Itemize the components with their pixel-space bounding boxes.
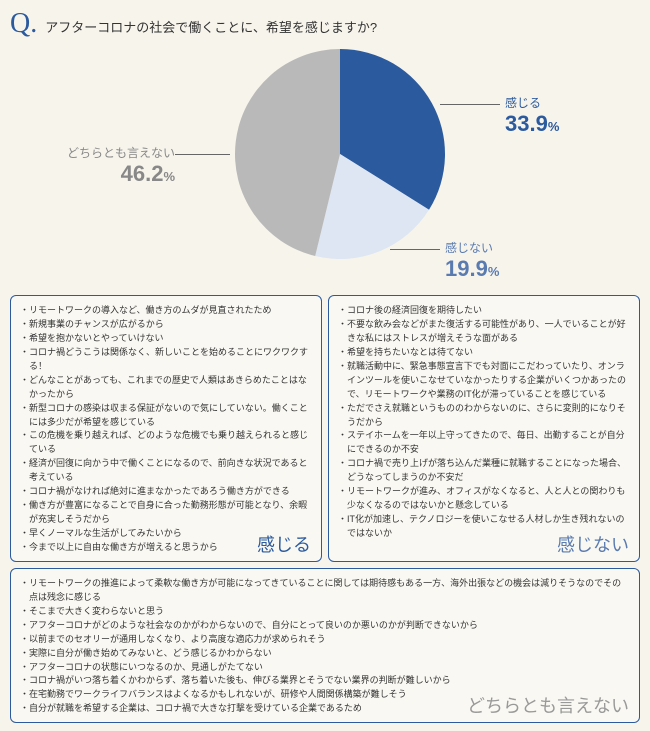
list-item: コロナ禍がなければ絶対に進まなかったであろう働き方ができる [21, 485, 311, 499]
list-feel: リモートワークの導入など、働き方のムダが見直されたため新規事業のチャンスが広がる… [21, 304, 311, 555]
leader-line [440, 104, 500, 105]
list-item: コロナ後の経済回復を期待したい [339, 304, 629, 318]
box-not: コロナ後の経済回復を期待したい不要な飲み会などがまた復活する可能性があり、一人で… [328, 295, 640, 562]
list-item: 希望を抱かないとやっていけない [21, 332, 311, 346]
pct-suffix: % [548, 119, 560, 134]
list-item: 新型コロナの感染は収まる保証がないので気にしていない。働くことには多少だが希望を… [21, 402, 311, 430]
box-neither: リモートワークの推進によって柔軟な働き方が可能になってきていることに関しては期待… [10, 568, 640, 723]
callout-feel-name: 感じる [505, 94, 559, 111]
callout-neither-name: どちらとも言えない [60, 144, 175, 161]
pct-suffix: % [488, 264, 500, 279]
list-item: ただでさえ就職というもののわからないのに、さらに変則的になりそうだから [339, 402, 629, 430]
list-item: ステイホームを一年以上守ってきたので、毎日、出勤することが自分にできるのか不安 [339, 429, 629, 457]
list-item: 就職活動中に、緊急事態宣言下でも対面にこだわっていたり、オンラインツールを使いこ… [339, 360, 629, 402]
list-item: 経済が回復に向かう中で働くことになるので、前向きな状況であると考えている [21, 457, 311, 485]
pct-suffix: % [163, 169, 175, 184]
list-item: そこまで大きく変わらないと思う [21, 605, 629, 619]
question-text: アフターコロナの社会で働くことに、希望を感じますか? [45, 17, 377, 36]
list-item: アフターコロナの状態にいつなるのか、見通しがたてない [21, 661, 629, 675]
list-item: 希望を持ちたいなとは待てない [339, 346, 629, 360]
list-item: リモートワークの導入など、働き方のムダが見直されたため [21, 304, 311, 318]
question-mark: Q. [10, 8, 37, 40]
callout-not: 感じない 19.9% [445, 239, 499, 282]
list-item: リモートワークが進み、オフィスがなくなると、人と人との関わりも少なくなるのではな… [339, 485, 629, 513]
list-item: 働き方が豊富になることで自身に合った勤務形態が可能となり、余暇が充実しそうだから [21, 499, 311, 527]
list-item: コロナ禍で売り上げが落ち込んだ業種に就職することになった場合、どうなってしまうの… [339, 457, 629, 485]
list-not: コロナ後の経済回復を期待したい不要な飲み会などがまた復活する可能性があり、一人で… [339, 304, 629, 541]
list-item: 以前までのセオリーが通用しなくなり、より高度な適応力が求められそう [21, 633, 629, 647]
callout-neither: どちらとも言えない 46.2% [60, 144, 175, 187]
callout-not-name: 感じない [445, 239, 499, 256]
leader-line [175, 154, 230, 155]
list-item: どんなことがあっても、これまでの歴史で人類はあきらめたことはなかったから [21, 374, 311, 402]
pie-chart-area: 感じる 33.9% 感じない 19.9% どちらとも言えない 46.2% [10, 44, 640, 289]
list-item: リモートワークの推進によって柔軟な働き方が可能になってきていることに関しては期待… [21, 577, 629, 605]
box-tag-neither: どちらとも言えない [467, 692, 629, 718]
callout-feel-pct: 33.9 [505, 111, 548, 136]
list-item: アフターコロナがどのような社会なのかがわからないので、自分にとって良いのか悪いの… [21, 619, 629, 633]
pie-chart [230, 44, 450, 264]
list-item: 実際に自分が働き始めてみないと、どう感じるかわからない [21, 647, 629, 661]
list-item: 新規事業のチャンスが広がるから [21, 318, 311, 332]
box-tag-feel: 感じる [257, 531, 311, 557]
box-feel: リモートワークの導入など、働き方のムダが見直されたため新規事業のチャンスが広がる… [10, 295, 322, 562]
callout-not-pct: 19.9 [445, 256, 488, 281]
list-item: 不要な飲み会などがまた復活する可能性があり、一人でいることが好きな私にはストレス… [339, 318, 629, 346]
callout-feel: 感じる 33.9% [505, 94, 559, 137]
list-item: コロナ禍どうこうは関係なく、新しいことを始めることにワクワクする！ [21, 346, 311, 374]
list-item: コロナ禍がいつ落ち着くかわからず、落ち着いた後も、伸びる業界とそうでない業界の判… [21, 674, 629, 688]
list-item: この危機を乗り越えれば、どのような危機でも乗り越えられると感じている [21, 429, 311, 457]
callout-neither-pct: 46.2 [121, 161, 164, 186]
box-tag-not: 感じない [557, 531, 629, 557]
leader-line [390, 249, 440, 250]
